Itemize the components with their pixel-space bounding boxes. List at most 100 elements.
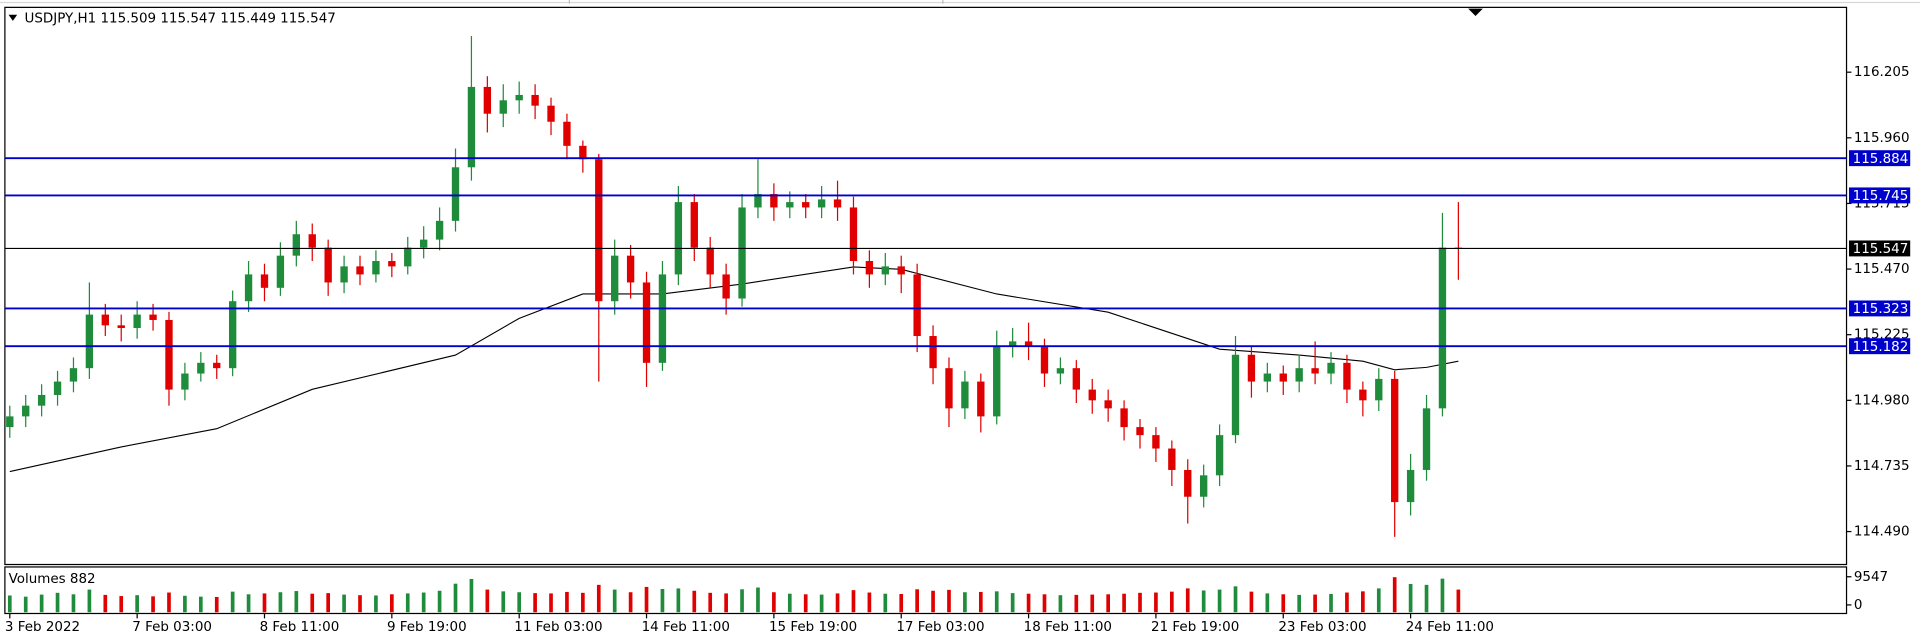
candle-body <box>356 266 364 275</box>
volume-bar <box>994 591 999 613</box>
candle-body <box>404 247 412 267</box>
volume-bar <box>71 594 76 613</box>
candle-body <box>802 202 810 208</box>
candle-body <box>1231 354 1240 436</box>
candle-body <box>674 202 683 275</box>
candle-body <box>770 194 778 208</box>
volume-bar <box>1424 584 1429 613</box>
volume-bar <box>469 578 474 613</box>
volume-bar <box>549 593 553 613</box>
x-tick-label: 21 Feb 19:00 <box>1151 620 1239 635</box>
candle-body <box>1391 378 1399 503</box>
volume-bar <box>326 593 330 613</box>
volume-bar <box>310 593 315 613</box>
volume-bar <box>565 591 569 613</box>
volume-bar <box>23 596 28 613</box>
level-label-box <box>1848 187 1911 204</box>
x-tick-label: 7 Feb 03:00 <box>132 620 212 635</box>
volume-bar <box>7 595 12 613</box>
candle-body <box>897 266 905 275</box>
menu-triangle <box>8 14 18 21</box>
volume-bar <box>230 591 235 613</box>
candle-body <box>1311 368 1319 374</box>
x-tick-label: 23 Feb 03:00 <box>1278 620 1366 635</box>
volume-bar <box>294 591 299 613</box>
candle-body <box>165 319 173 390</box>
volume-bar <box>1217 589 1222 613</box>
volume-bar <box>724 593 728 613</box>
candle-body <box>1263 373 1272 382</box>
candle-body <box>197 362 205 374</box>
candle-body <box>1343 362 1351 390</box>
volume-bar <box>183 595 187 613</box>
candle-body <box>1215 435 1224 476</box>
candle-body <box>37 394 46 406</box>
candle-body <box>451 167 460 221</box>
volume-bar <box>1265 593 1270 613</box>
volume-bar <box>676 588 681 613</box>
candle-body <box>993 346 1001 417</box>
candle-body <box>435 220 444 240</box>
candle-body <box>467 86 476 168</box>
volume-bar <box>1138 592 1142 613</box>
candle-body <box>913 274 921 337</box>
volume-bar <box>358 595 362 613</box>
volume-bar <box>1185 588 1190 613</box>
candle-body <box>1359 389 1367 401</box>
candle-body <box>961 381 969 409</box>
candle-body <box>1040 346 1049 374</box>
volume-bar <box>1313 594 1317 613</box>
candle-body <box>977 381 985 417</box>
candle-body <box>388 261 396 267</box>
volume-bar <box>660 588 665 613</box>
volume-bar <box>628 592 633 613</box>
candle-body <box>706 247 714 275</box>
candle-body <box>101 314 109 326</box>
candle-body <box>276 255 285 288</box>
y-tick-label: 116.205 <box>1854 65 1910 80</box>
volume-bar <box>851 590 856 613</box>
candle-body <box>738 207 746 299</box>
candle-body <box>1279 373 1287 382</box>
x-tick-label: 3 Feb 2022 <box>5 620 80 635</box>
volume-bar <box>374 595 378 613</box>
candle-body <box>1327 362 1335 374</box>
candle-body <box>483 86 492 114</box>
volume-bar <box>119 596 124 613</box>
y-tick-label: 114.735 <box>1854 459 1910 474</box>
candle-body <box>213 362 221 369</box>
x-tick-label: 18 Feb 11:00 <box>1024 620 1112 635</box>
volume-bar <box>1010 593 1015 613</box>
level-label-box <box>1848 240 1911 257</box>
x-tick-label: 8 Feb 11:00 <box>260 620 340 635</box>
volume-bar <box>151 596 155 613</box>
level-label: 115.323 <box>1853 302 1909 317</box>
candle-body <box>833 199 842 208</box>
candle-body <box>372 261 380 275</box>
candle-body <box>1406 469 1415 503</box>
candle-body <box>1024 341 1033 347</box>
candle-body <box>849 207 858 262</box>
candle-body <box>181 373 189 390</box>
volume-bar <box>1090 594 1095 613</box>
candle-body <box>292 234 300 256</box>
candle-body <box>324 247 332 283</box>
volume-bar <box>517 592 522 613</box>
volume-bar <box>1456 589 1461 613</box>
volume-bar <box>1058 595 1063 613</box>
volume-bar <box>405 593 410 613</box>
volume-bar <box>390 594 394 613</box>
volume-bar <box>1042 594 1047 613</box>
volume-bar <box>198 596 203 613</box>
level-label-box <box>1848 338 1911 355</box>
candle-body <box>531 94 539 106</box>
candle-body <box>658 274 667 363</box>
volume-panel <box>4 566 1848 615</box>
volume-bar <box>246 594 251 613</box>
candle-body <box>1120 408 1128 428</box>
volume-bar <box>55 592 60 613</box>
candle-body <box>340 266 348 283</box>
volume-bar <box>915 589 919 613</box>
candle-body <box>133 314 141 328</box>
